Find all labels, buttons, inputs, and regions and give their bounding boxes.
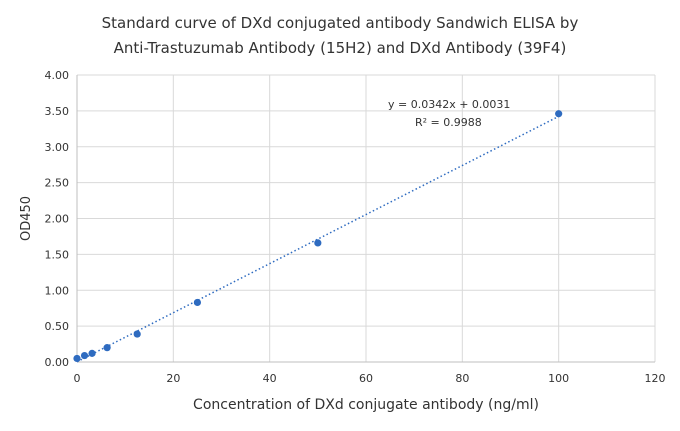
data-point bbox=[73, 354, 81, 363]
y-tick-label: 4.00 bbox=[45, 69, 70, 82]
data-point bbox=[103, 344, 111, 352]
data-point bbox=[80, 351, 89, 360]
r-squared-label: R² = 0.9988 bbox=[415, 116, 482, 129]
chart-title-line: Anti-Trastuzumab Antibody (15H2) and DXd… bbox=[114, 39, 567, 57]
trendline bbox=[76, 115, 560, 363]
x-tick-label: 60 bbox=[359, 372, 373, 385]
trendline-equation: y = 0.0342x + 0.0031 bbox=[388, 98, 510, 111]
x-tick-label: 20 bbox=[166, 372, 180, 385]
x-tick-label: 120 bbox=[645, 372, 666, 385]
x-tick-label: 40 bbox=[263, 372, 277, 385]
y-tick-label: 1.50 bbox=[45, 248, 70, 261]
x-axis-label: Concentration of DXd conjugate antibody … bbox=[193, 397, 539, 413]
y-tick-label: 0.50 bbox=[45, 320, 70, 333]
data-point bbox=[133, 330, 141, 338]
y-tick-label: 3.50 bbox=[45, 105, 70, 118]
x-tick-label: 100 bbox=[548, 372, 569, 385]
data-point bbox=[193, 298, 202, 307]
chart-title-line: Standard curve of DXd conjugated antibod… bbox=[102, 14, 579, 32]
data-point bbox=[88, 349, 96, 357]
y-axis-label: OD450 bbox=[19, 196, 34, 241]
x-tick-label: 80 bbox=[455, 372, 469, 385]
y-tick-label: 2.00 bbox=[45, 213, 70, 226]
y-tick-label: 3.00 bbox=[45, 141, 70, 154]
x-tick-label: 0 bbox=[74, 372, 81, 385]
y-tick-label: 1.00 bbox=[45, 284, 70, 297]
data-point bbox=[555, 110, 563, 118]
data-point bbox=[314, 239, 322, 247]
y-tick-label: 2.50 bbox=[45, 177, 70, 190]
y-tick-label: 0.00 bbox=[45, 356, 70, 369]
